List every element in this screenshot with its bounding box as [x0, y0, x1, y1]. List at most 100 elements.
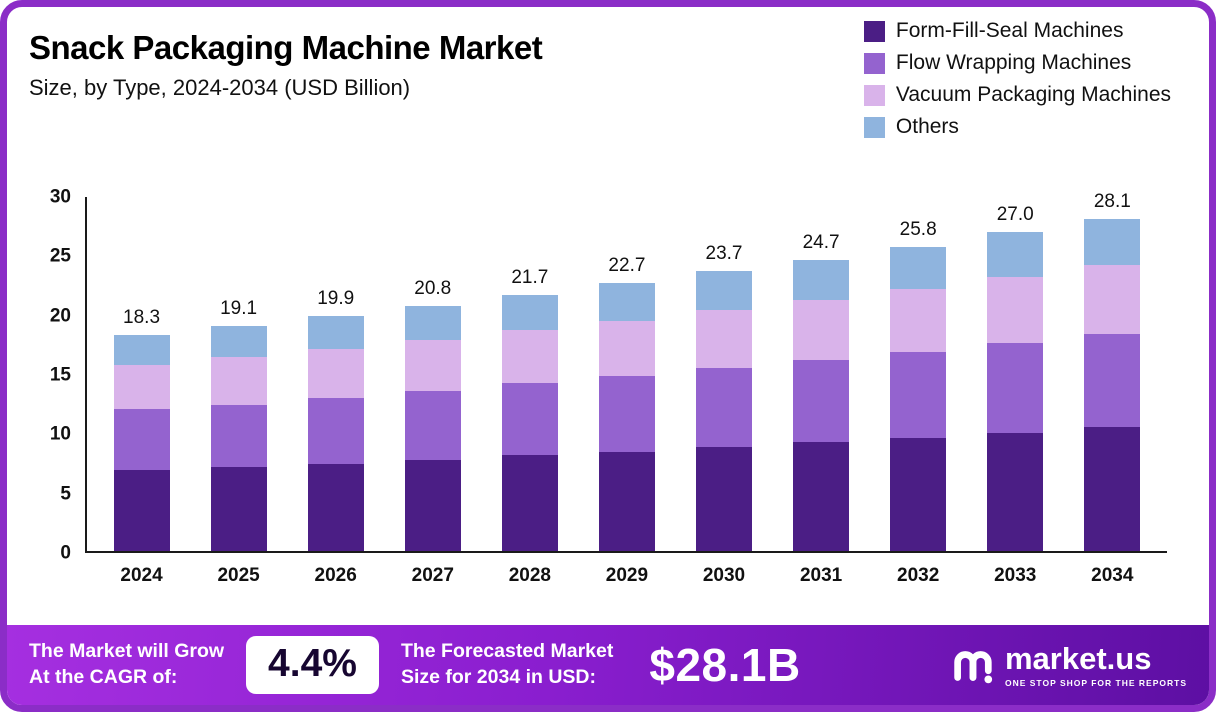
legend-label: Vacuum Packaging Machines	[895, 83, 1171, 106]
bar-segment-others	[987, 232, 1044, 278]
bar-segment-vacuum-packaging-machines	[404, 339, 461, 391]
bar-segment-form-fill-seal-machines	[307, 463, 364, 551]
bar-total-label: 20.8	[414, 277, 452, 299]
page-title: Snack Packaging Machine Market	[29, 29, 543, 66]
bar-total-label: 21.7	[511, 266, 549, 288]
y-axis-tick: 15	[49, 364, 71, 386]
marketus-wave-icon	[954, 651, 993, 684]
bar-total-label: 25.8	[899, 218, 937, 240]
bar-segment-others	[210, 325, 267, 358]
x-axis-label-2024: 2024	[120, 565, 163, 586]
bar-segment-vacuum-packaging-machines	[1084, 265, 1141, 334]
bar-segment-form-fill-seal-machines	[501, 455, 558, 551]
bar-stack	[307, 316, 364, 551]
bar-segment-form-fill-seal-machines	[210, 467, 267, 551]
x-axis: 2024 2025 2026 2027 2028 2029 2030 2031 2032 2033…	[87, 565, 1167, 587]
footer-banner: The Market will Grow At the CAGR of: 4.4…	[7, 625, 1209, 705]
cagr-value-badge: 4.4%	[246, 636, 379, 694]
bar-total-label: 23.7	[705, 243, 743, 265]
bar-stack	[1084, 219, 1141, 551]
bar-segment-flow-wrapping-machines	[987, 343, 1044, 433]
bar-segment-others	[113, 335, 170, 365]
bar-segment-others	[793, 259, 850, 300]
legend-item-0: Form-Fill-Seal Machines	[863, 19, 1171, 43]
bar-segment-others	[1084, 219, 1141, 266]
bar-segment-others	[404, 305, 461, 340]
bar-segment-others	[696, 271, 752, 311]
bar-total-label: 22.7	[608, 255, 646, 277]
header: Snack Packaging Machine Market Size, by …	[29, 29, 543, 101]
y-axis: 0 5 10 15 20 25 30	[33, 188, 85, 563]
bar-total-label: 28.1	[1093, 191, 1131, 213]
x-axis-label-2032: 2032	[897, 565, 940, 586]
legend-label: Others	[895, 115, 959, 138]
bar-segment-flow-wrapping-machines	[696, 368, 752, 448]
bar-group-2028: 21.7	[501, 197, 558, 551]
page-subtitle: Size, by Type, 2024-2034 (USD Billion)	[29, 75, 411, 100]
bar-segment-others	[307, 316, 364, 350]
bar-stack	[987, 232, 1044, 551]
bar-group-2024: 18.3	[113, 197, 170, 551]
bar-group-2032: 25.8	[890, 197, 947, 552]
bar-segment-flow-wrapping-machines	[598, 376, 655, 452]
bar-segment-vacuum-packaging-machines	[696, 310, 752, 369]
legend-swatch	[863, 84, 885, 106]
bar-segment-vacuum-packaging-machines	[598, 320, 655, 377]
bar-segment-others	[501, 294, 558, 331]
x-axis-label-2028: 2028	[508, 565, 551, 586]
bar-segment-form-fill-seal-machines	[1084, 427, 1141, 551]
legend-item-1: Flow Wrapping Machines	[863, 51, 1171, 75]
bar-total-label: 19.9	[317, 288, 355, 310]
forecast-label-line1: The Forecasted Market	[400, 640, 614, 663]
bar-segment-flow-wrapping-machines	[1084, 333, 1141, 428]
bar-total-label: 24.7	[802, 231, 840, 253]
bar-segment-form-fill-seal-machines	[890, 437, 947, 552]
bar-group-2026: 19.9	[307, 197, 364, 551]
forecast-value: $28.1B	[649, 639, 801, 691]
bar-stack	[113, 335, 170, 551]
x-axis-label-2030: 2030	[702, 565, 746, 586]
marketus-brand: market.us ONE STOP SHOP FOR THE REPORTS	[949, 642, 1187, 688]
y-axis-tick: 20	[49, 305, 71, 327]
plot-area: 18.3 19.1 19.9 20.8 21.7 22.7 23.7 24.7 25.8 27.0…	[85, 192, 1167, 553]
legend-label: Form-Fill-Seal Machines	[895, 19, 1124, 42]
cagr-label: The Market will Grow At the CAGR of:	[29, 639, 224, 690]
bar-group-2034: 28.1	[1084, 192, 1141, 551]
legend-item-2: Vacuum Packaging Machines	[863, 83, 1171, 107]
bar-segment-form-fill-seal-machines	[987, 433, 1044, 551]
y-axis-tick: 25	[49, 245, 71, 267]
bar-segment-flow-wrapping-machines	[307, 397, 364, 464]
x-axis-label-2027: 2027	[411, 565, 454, 586]
bar-group-2027: 20.8	[404, 197, 461, 551]
bar-segment-vacuum-packaging-machines	[501, 330, 558, 384]
forecast-label-line2: Size for 2034 in USD:	[400, 666, 597, 688]
bar-segment-form-fill-seal-machines	[404, 460, 461, 551]
bar-total-label: 19.1	[220, 297, 258, 319]
bar-group-2025: 19.1	[210, 197, 267, 551]
bar-stack	[210, 325, 267, 551]
bar-segment-vacuum-packaging-machines	[113, 364, 170, 410]
bar-segment-flow-wrapping-machines	[113, 409, 170, 470]
bar-segment-flow-wrapping-machines	[210, 404, 267, 468]
brand-name: market.us	[1004, 640, 1152, 676]
bar-stack	[404, 305, 461, 551]
bar-segment-others	[598, 283, 655, 321]
bar-segment-flow-wrapping-machines	[404, 390, 461, 461]
bar-segment-form-fill-seal-machines	[113, 469, 170, 551]
forecast-label: The Forecasted Market Size for 2034 in U…	[401, 639, 613, 690]
bar-stack	[696, 271, 752, 551]
bar-segment-vacuum-packaging-machines	[987, 277, 1044, 344]
brand-tagline: ONE STOP SHOP FOR THE REPORTS	[1004, 677, 1187, 688]
bar-segment-form-fill-seal-machines	[793, 442, 850, 551]
y-axis-tick: 5	[60, 483, 71, 505]
y-axis-tick: 10	[49, 423, 71, 445]
bar-segment-flow-wrapping-machines	[793, 359, 850, 443]
bar-segment-form-fill-seal-machines	[696, 447, 752, 551]
x-axis-label-2034: 2034	[1091, 565, 1134, 586]
bar-segment-vacuum-packaging-machines	[210, 357, 267, 405]
y-axis-tick: 0	[60, 542, 71, 564]
bar-group-2033: 27.0	[987, 197, 1044, 551]
bar-total-label: 27.0	[996, 204, 1034, 226]
legend-swatch	[863, 116, 885, 138]
bar-segment-vacuum-packaging-machines	[890, 289, 947, 352]
